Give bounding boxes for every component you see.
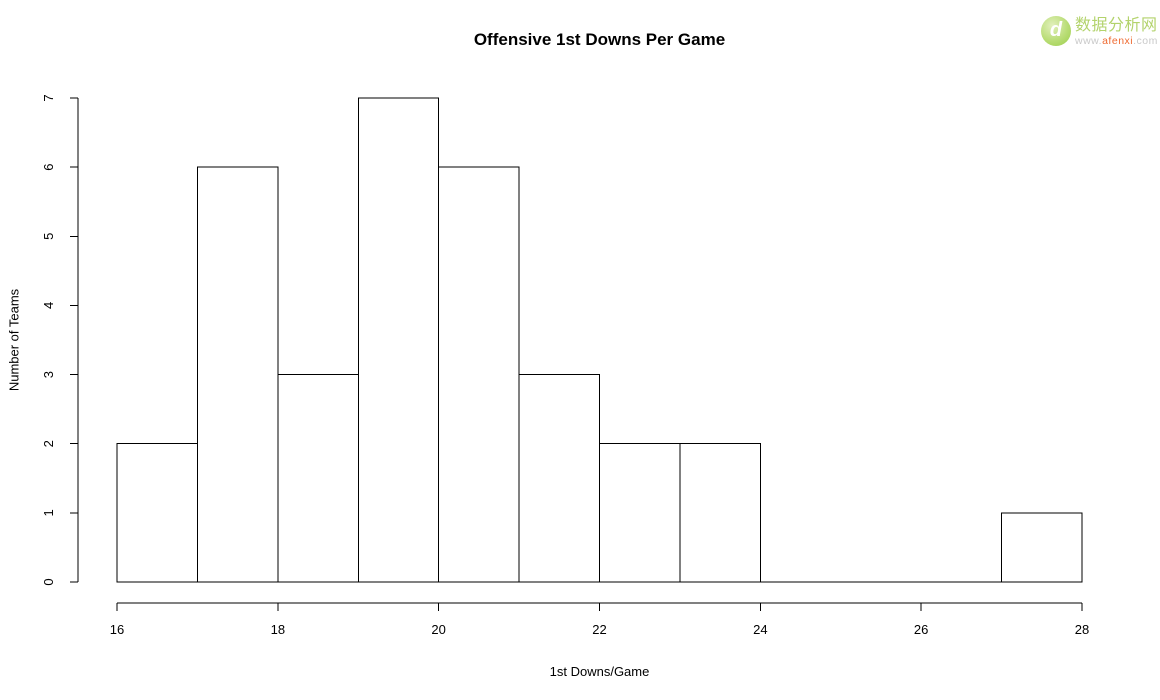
x-tick-label: 20: [431, 622, 445, 637]
afenxi-logo-icon: d: [1041, 16, 1071, 46]
y-tick-label: 2: [41, 440, 56, 447]
x-tick-label: 18: [271, 622, 285, 637]
x-tick-label: 28: [1075, 622, 1089, 637]
histogram-bar: [1001, 512, 1083, 583]
url-suffix: .com: [1133, 35, 1158, 47]
histogram-bar: [116, 443, 198, 583]
histogram-bar: [357, 97, 440, 583]
histogram-bar: [196, 166, 279, 583]
y-tick-label: 3: [41, 371, 56, 378]
logo-letter: d: [1049, 19, 1063, 41]
x-tick-label: 24: [753, 622, 767, 637]
watermark-text-block: 数据分析网 www.afenxi.com: [1075, 16, 1158, 47]
watermark-brand-text: 数据分析网: [1075, 17, 1158, 34]
histogram-bar: [438, 166, 520, 583]
chart-title: Offensive 1st Downs Per Game: [473, 30, 726, 49]
url-domain: afenxi: [1102, 35, 1134, 47]
watermark-url: www.afenxi.com: [1075, 36, 1158, 47]
histogram-bar: [679, 443, 761, 583]
histogram-bar: [518, 374, 600, 583]
x-tick-label: 26: [914, 622, 928, 637]
histogram-bar: [599, 443, 681, 583]
y-tick-label: 0: [41, 578, 56, 585]
afenxi-watermark: d 数据分析网 www.afenxi.com: [1041, 16, 1158, 47]
y-axis-title: Number of Teams: [6, 288, 22, 392]
y-tick-label: 6: [41, 164, 56, 171]
y-tick-label: 5: [41, 233, 56, 240]
x-tick-label: 22: [592, 622, 606, 637]
y-tick-label: 7: [41, 94, 56, 101]
url-prefix: www.: [1075, 35, 1103, 47]
x-tick-label: 16: [110, 622, 124, 637]
y-tick-label: 4: [41, 302, 56, 309]
histogram-bar: [277, 374, 359, 583]
x-axis-title: 1st Downs/Game: [549, 664, 650, 679]
y-tick-label: 1: [41, 509, 56, 516]
